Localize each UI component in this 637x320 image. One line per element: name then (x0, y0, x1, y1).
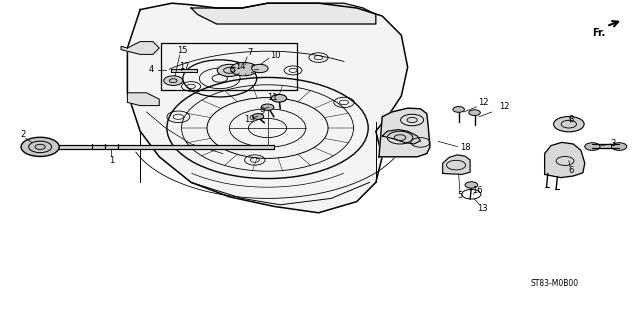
Circle shape (21, 137, 59, 156)
Circle shape (585, 143, 600, 150)
Polygon shape (379, 108, 430, 157)
Text: 13: 13 (478, 204, 488, 212)
Text: 18: 18 (460, 143, 470, 152)
Text: 12: 12 (478, 98, 488, 107)
Text: 17: 17 (180, 62, 190, 71)
Text: ST83-M0B00: ST83-M0B00 (530, 279, 578, 288)
Circle shape (469, 110, 480, 116)
Text: 9: 9 (260, 107, 265, 116)
Circle shape (453, 107, 464, 112)
Text: 10: 10 (270, 51, 280, 60)
Polygon shape (191, 3, 376, 24)
Text: 5: 5 (457, 191, 462, 200)
Text: 16: 16 (473, 186, 483, 195)
Text: 8: 8 (569, 115, 574, 124)
Text: 1: 1 (109, 156, 114, 164)
Text: Fr.: Fr. (592, 28, 605, 38)
Text: 15: 15 (178, 46, 188, 55)
Polygon shape (545, 142, 585, 178)
Text: 7: 7 (247, 48, 252, 57)
Circle shape (252, 64, 268, 73)
Circle shape (612, 143, 627, 150)
Circle shape (554, 116, 584, 132)
Text: 14: 14 (235, 62, 245, 71)
Polygon shape (382, 130, 420, 144)
Text: 11: 11 (268, 93, 278, 102)
Bar (171, 69, 197, 72)
Polygon shape (127, 3, 408, 213)
Circle shape (252, 114, 264, 119)
Polygon shape (127, 93, 159, 106)
Text: 19: 19 (245, 115, 255, 124)
Text: 4: 4 (148, 65, 154, 74)
Bar (41, 145, 274, 149)
Bar (557, 124, 580, 128)
Circle shape (271, 94, 287, 102)
Text: 2: 2 (20, 130, 25, 139)
Text: 12: 12 (499, 102, 510, 111)
Polygon shape (443, 155, 470, 174)
Bar (161, 43, 297, 90)
Bar (592, 144, 619, 148)
Text: 6: 6 (569, 166, 574, 175)
Circle shape (231, 62, 257, 76)
Circle shape (217, 64, 241, 76)
Polygon shape (121, 42, 159, 54)
Circle shape (465, 182, 478, 188)
Circle shape (261, 104, 274, 110)
Circle shape (164, 76, 183, 85)
Text: 3: 3 (611, 139, 616, 148)
